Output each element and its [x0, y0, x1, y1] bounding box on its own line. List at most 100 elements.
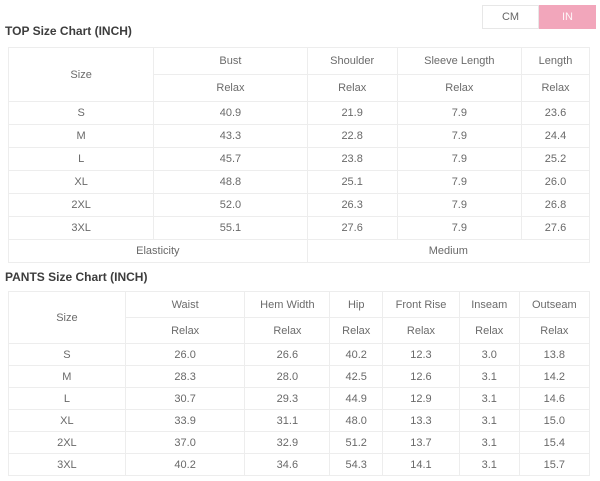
subheader-relax: Relax [124, 317, 246, 344]
measurement-value: 23.6 [521, 101, 590, 125]
measurement-value: 24.4 [521, 124, 590, 148]
measurement-value: 13.8 [518, 343, 591, 366]
column-header-bust: Bust [153, 47, 308, 75]
top-table-body: S 40.9 21.9 7.9 23.6 M 43.3 22.8 7.9 24.4 L 45.7 23.… [7, 101, 590, 240]
measurement-value: 26.3 [306, 193, 398, 217]
size-label: L [7, 147, 155, 171]
measurement-value: 7.9 [396, 147, 523, 171]
measurement-value: 15.0 [518, 409, 591, 432]
subheader-relax: Relax [458, 317, 520, 344]
measurement-value: 14.1 [382, 453, 460, 476]
top-size-table: Size Bust Shoulder Sleeve Length Length … [7, 47, 591, 263]
column-header-hip: Hip [329, 291, 384, 318]
measurement-value: 12.3 [382, 343, 460, 366]
table-row: L 30.7 29.3 44.9 12.9 3.1 14.6 [8, 387, 591, 410]
size-label: M [8, 365, 126, 388]
top-table-footer: Elasticity Medium [8, 239, 591, 263]
size-label: S [7, 101, 155, 125]
pants-table-body: S 26.0 26.6 40.2 12.3 3.0 13.8 M 28.3 28.0 42.5 12.… [8, 343, 591, 476]
table-row: L 45.7 23.8 7.9 25.2 [7, 147, 590, 171]
measurement-value: 29.3 [244, 387, 331, 410]
measurement-value: 37.0 [124, 431, 246, 454]
table-row: 2XL 37.0 32.9 51.2 13.7 3.1 15.4 [8, 431, 591, 454]
elasticity-value: Medium [306, 239, 591, 263]
measurement-value: 28.0 [244, 365, 331, 388]
measurement-value: 13.7 [382, 431, 460, 454]
measurement-value: 30.7 [124, 387, 246, 410]
measurement-value: 23.8 [306, 147, 398, 171]
subheader-relax: Relax [518, 317, 591, 344]
measurement-value: 42.5 [329, 365, 384, 388]
measurement-value: 25.1 [306, 170, 398, 194]
table-row: S 40.9 21.9 7.9 23.6 [7, 101, 590, 125]
measurement-value: 3.1 [458, 431, 520, 454]
measurement-value: 27.6 [306, 216, 398, 240]
measurement-value: 3.1 [458, 453, 520, 476]
size-label: 3XL [7, 216, 155, 240]
column-header-hem-width: Hem Width [244, 291, 331, 318]
measurement-value: 7.9 [396, 124, 523, 148]
column-header-shoulder: Shoulder [306, 47, 398, 75]
column-header-front-rise: Front Rise [382, 291, 460, 318]
subheader-relax: Relax [521, 74, 590, 102]
measurement-value: 7.9 [396, 101, 523, 125]
measurement-value: 15.4 [518, 431, 591, 454]
top-table-header: Size Bust Shoulder Sleeve Length Length … [7, 47, 590, 102]
measurement-value: 14.6 [518, 387, 591, 410]
measurement-value: 13.3 [382, 409, 460, 432]
size-label: 2XL [8, 431, 126, 454]
measurement-value: 28.3 [124, 365, 246, 388]
size-label: S [8, 343, 126, 366]
measurement-value: 52.0 [153, 193, 308, 217]
size-label: 2XL [7, 193, 155, 217]
column-header-waist: Waist [124, 291, 246, 318]
measurement-value: 22.8 [306, 124, 398, 148]
cm-button[interactable]: CM [482, 5, 539, 29]
measurement-value: 40.9 [153, 101, 308, 125]
size-label: XL [8, 409, 126, 432]
subheader-relax: Relax [306, 74, 398, 102]
measurement-value: 43.3 [153, 124, 308, 148]
pants-chart-title: PANTS Size Chart (INCH) [5, 270, 148, 284]
subheader-relax: Relax [244, 317, 331, 344]
measurement-value: 51.2 [329, 431, 384, 454]
measurement-value: 31.1 [244, 409, 331, 432]
subheader-relax: Relax [396, 74, 523, 102]
elasticity-row: Elasticity Medium [8, 239, 591, 263]
measurement-value: 21.9 [306, 101, 398, 125]
elasticity-label: Elasticity [8, 239, 308, 263]
measurement-value: 27.6 [521, 216, 590, 240]
measurement-value: 26.0 [521, 170, 590, 194]
unit-toggle: CM IN [482, 5, 596, 29]
table-row: 2XL 52.0 26.3 7.9 26.8 [7, 193, 590, 217]
measurement-value: 12.6 [382, 365, 460, 388]
table-row: XL 48.8 25.1 7.9 26.0 [7, 170, 590, 194]
measurement-value: 55.1 [153, 216, 308, 240]
subheader-relax: Relax [153, 74, 308, 102]
size-label: 3XL [8, 453, 126, 476]
in-button[interactable]: IN [539, 5, 596, 29]
measurement-value: 25.2 [521, 147, 590, 171]
measurement-value: 7.9 [396, 193, 523, 217]
size-column-header: Size [7, 47, 155, 102]
measurement-value: 44.9 [329, 387, 384, 410]
table-row: M 28.3 28.0 42.5 12.6 3.1 14.2 [8, 365, 591, 388]
size-label: L [8, 387, 126, 410]
measurement-value: 45.7 [153, 147, 308, 171]
measurement-value: 40.2 [329, 343, 384, 366]
column-header-sleeve-length: Sleeve Length [396, 47, 523, 75]
measurement-value: 14.2 [518, 365, 591, 388]
column-header-inseam: Inseam [458, 291, 520, 318]
measurement-value: 33.9 [124, 409, 246, 432]
measurement-value: 32.9 [244, 431, 331, 454]
subheader-relax: Relax [382, 317, 460, 344]
measurement-value: 54.3 [329, 453, 384, 476]
measurement-value: 3.0 [458, 343, 520, 366]
measurement-value: 3.1 [458, 365, 520, 388]
size-label: XL [7, 170, 155, 194]
measurement-value: 48.0 [329, 409, 384, 432]
table-row: M 43.3 22.8 7.9 24.4 [7, 124, 590, 148]
size-column-header: Size [8, 291, 126, 344]
table-row: 3XL 55.1 27.6 7.9 27.6 [7, 216, 590, 240]
